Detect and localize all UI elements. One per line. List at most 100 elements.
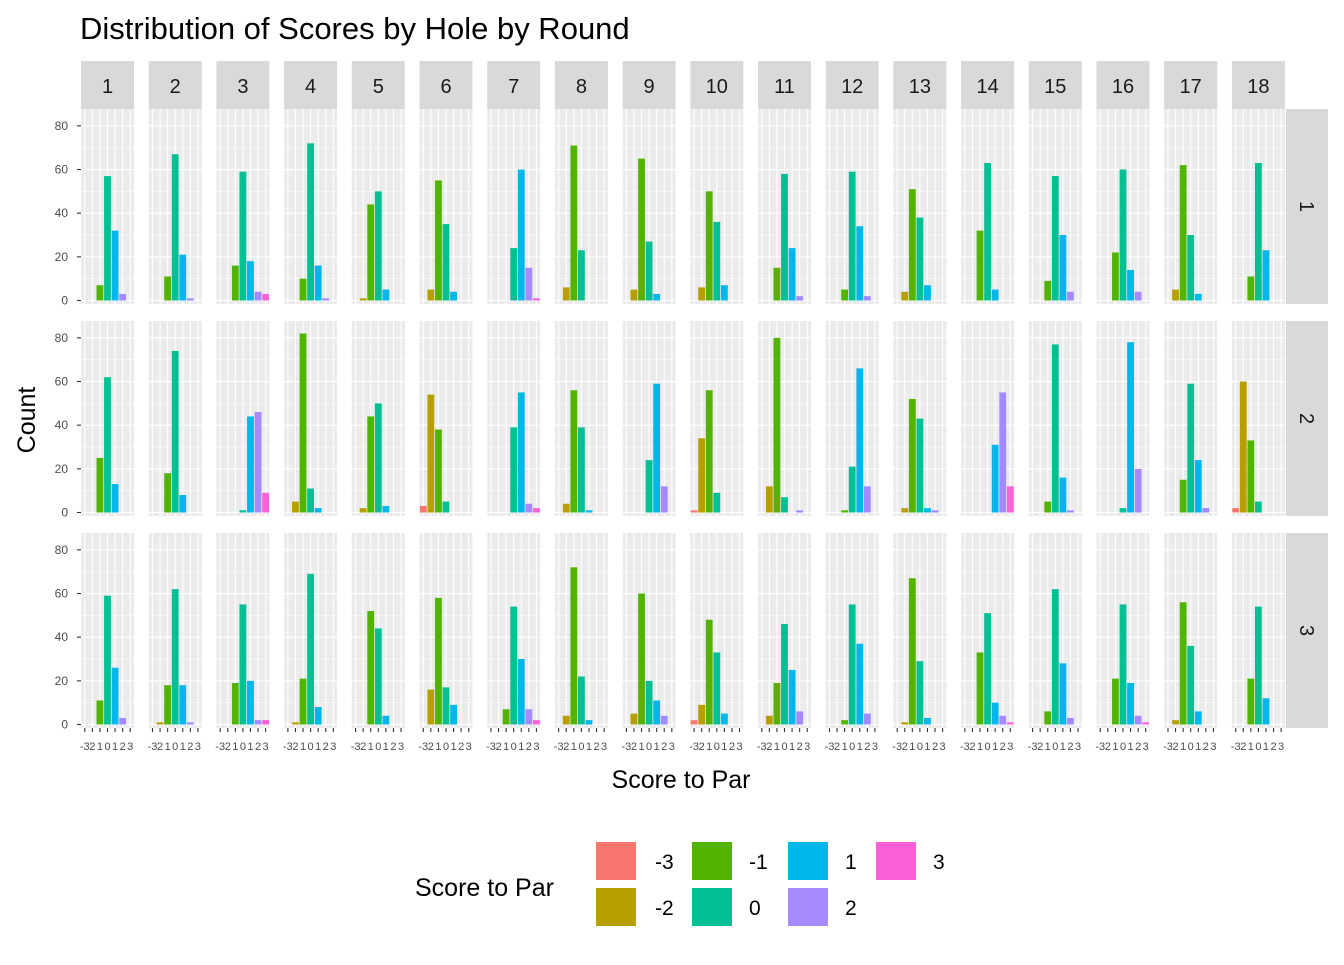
column-strip-label-hole-13: 13: [909, 76, 931, 98]
x-tick-label-hole-16-1: 1: [1128, 741, 1134, 753]
x-tick-label-hole-17-2: 2: [1203, 741, 1209, 753]
x-tick-label-hole-14-3: 3: [1007, 741, 1013, 753]
bar-round-2-hole-3-score-3: [262, 492, 270, 513]
bar-round-2-hole-3-score-2: [254, 412, 262, 513]
bar-round-3-hole-6-score--1: [435, 597, 442, 725]
bar-round-3-hole-1-score-2: [119, 717, 127, 725]
bar-round-1-hole-17-score--1: [1179, 165, 1187, 301]
y-tick-label-round-1-80: 80: [55, 119, 69, 133]
bar-round-2-hole-2-score-1: [179, 495, 187, 513]
x-tick-label-hole-11-0: 0: [781, 741, 787, 753]
bar-round-2-hole-6-score-0: [442, 501, 450, 513]
bar-round-2-hole-17-score--1: [1179, 479, 1187, 513]
bar-round-1-hole-13-score--1: [908, 189, 916, 301]
x-tick-label-hole-6-2: 2: [458, 741, 464, 753]
y-tick-label-round-1-20: 20: [55, 250, 69, 264]
bar-round-2-hole-1-score-0: [104, 377, 111, 513]
bar-round-1-hole-2-score-0: [171, 154, 179, 301]
column-strip-hole-17: [1164, 61, 1218, 109]
x-tick-label-hole-10--3: -3: [689, 741, 699, 753]
bar-round-1-hole-5-score-1: [382, 289, 390, 301]
bar-round-1-hole-2-score-2: [186, 298, 194, 301]
bar-round-2-hole-13-score-1: [924, 508, 931, 513]
bar-round-3-hole-17-score--2: [1172, 720, 1179, 725]
x-tick-label-hole-8--3: -3: [554, 741, 564, 753]
x-tick-label-hole-12--1: 1: [842, 741, 848, 753]
bar-round-1-hole-14-score--1: [976, 230, 984, 301]
bar-round-2-hole-13-score-2: [931, 510, 939, 513]
column-strip-label-hole-17: 17: [1180, 76, 1202, 98]
column-strip-hole-10: [690, 61, 744, 109]
x-tick-label-hole-17--2: 2: [1172, 741, 1178, 753]
bar-round-2-hole-3-score-1: [247, 416, 254, 513]
legend-key--3: [596, 842, 636, 880]
bar-round-1-hole-4-score-2: [322, 298, 330, 301]
bar-round-2-hole-2-score--1: [164, 473, 172, 513]
bar-round-2-hole-6-score--2: [427, 394, 435, 513]
x-tick-label-hole-2--2: 2: [157, 741, 163, 753]
bar-round-1-hole-12-score-1: [856, 226, 864, 301]
row-strip-label-round-1: 1: [1295, 201, 1317, 212]
x-tick-label-hole-4-0: 0: [308, 741, 314, 753]
bar-round-1-hole-2-score--1: [164, 276, 172, 301]
bar-round-3-hole-14-score-3: [1006, 722, 1014, 725]
x-tick-label-hole-9--2: 2: [631, 741, 637, 753]
bar-round-1-hole-9-score-0: [645, 241, 653, 301]
x-tick-label-hole-17--3: -3: [1163, 741, 1173, 753]
bar-round-1-hole-3-score-3: [262, 293, 270, 301]
bar-round-3-hole-18-score--1: [1247, 678, 1255, 725]
bar-round-2-hole-5-score--1: [367, 416, 375, 513]
bar-round-1-hole-5-score--1: [367, 204, 375, 301]
y-tick-label-round-1-0: 0: [61, 294, 68, 308]
bar-round-1-hole-11-score-2: [796, 296, 804, 301]
bar-round-3-hole-9-score-0: [645, 680, 653, 725]
column-strip-label-hole-11: 11: [774, 76, 795, 98]
column-strip-label-hole-2: 2: [170, 76, 181, 98]
bar-round-1-hole-17-score-0: [1187, 235, 1195, 301]
bar-round-3-hole-5-score-0: [374, 628, 382, 725]
column-strip-hole-2: [148, 61, 202, 109]
column-strip-hole-14: [961, 61, 1015, 109]
bar-round-2-hole-14-score-3: [1006, 486, 1014, 513]
column-strip-hole-15: [1028, 61, 1082, 109]
legend-key--2: [596, 888, 636, 926]
row-strip-label-round-2: 2: [1295, 413, 1317, 424]
bar-round-2-hole-9-score-1: [653, 383, 661, 513]
bar-round-2-hole-5-score-1: [382, 505, 390, 513]
x-tick-label-hole-17-1: 1: [1195, 741, 1201, 753]
x-tick-label-hole-3-0: 0: [240, 741, 246, 753]
x-tick-label-hole-6-3: 3: [466, 741, 472, 753]
bar-round-1-hole-18-score-1: [1262, 250, 1270, 301]
bar-round-3-hole-2-score--2: [156, 722, 164, 725]
x-tick-label-hole-12--2: 2: [834, 741, 840, 753]
column-strip-hole-6: [419, 61, 473, 109]
bar-round-3-hole-8-score--2: [562, 715, 570, 725]
bar-round-3-hole-13-score-1: [924, 717, 931, 725]
bar-round-2-hole-10-score--2: [698, 438, 706, 513]
x-tick-label-hole-15--2: 2: [1037, 741, 1043, 753]
x-tick-label-hole-16-2: 2: [1135, 741, 1141, 753]
column-strip-label-hole-14: 14: [976, 76, 998, 98]
x-tick-label-hole-10--2: 2: [699, 741, 705, 753]
x-tick-label-hole-15--1: 1: [1045, 741, 1051, 753]
bar-round-2-hole-10-score--1: [705, 390, 713, 513]
bar-round-3-hole-11-score-0: [781, 624, 788, 725]
column-strip-label-hole-18: 18: [1247, 76, 1269, 98]
bar-round-3-hole-17-score-1: [1194, 711, 1202, 725]
column-strip-label-hole-5: 5: [373, 76, 384, 98]
x-tick-label-hole-4-3: 3: [330, 741, 336, 753]
x-tick-label-hole-9--3: -3: [621, 741, 631, 753]
legend-label-2: 2: [845, 897, 857, 920]
column-strip-hole-8: [554, 61, 608, 109]
x-tick-label-hole-18-2: 2: [1270, 741, 1276, 753]
y-tick-label-round-2-40: 40: [55, 418, 69, 432]
column-strip-hole-7: [487, 61, 541, 109]
x-tick-label-hole-18--2: 2: [1240, 741, 1246, 753]
x-tick-label-hole-10-0: 0: [714, 741, 720, 753]
bar-round-1-hole-17-score-1: [1194, 293, 1202, 301]
x-tick-label-hole-8-2: 2: [593, 741, 599, 753]
bar-round-3-hole-10-score--1: [705, 619, 713, 725]
bar-round-1-hole-10-score-0: [713, 221, 721, 301]
y-tick-label-round-1-60: 60: [55, 163, 69, 177]
